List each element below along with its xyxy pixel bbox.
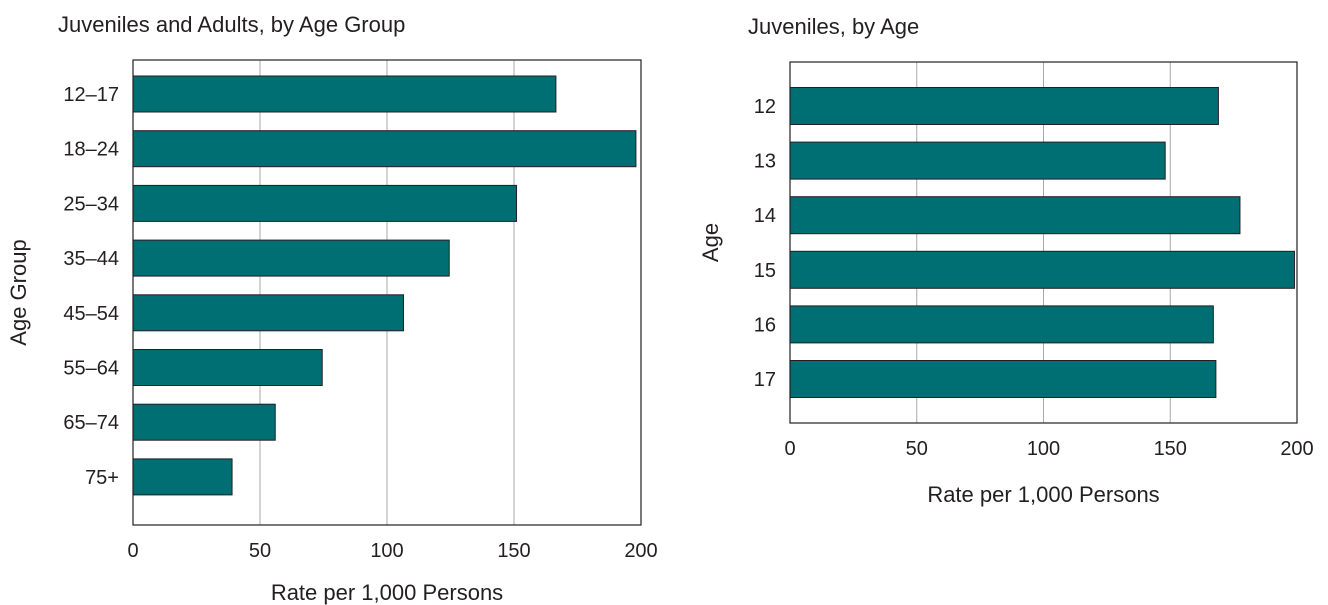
left-plot-frame (132, 59, 642, 526)
right-x-tick-label: 200 (1280, 438, 1313, 460)
left-y-axis-label: Age Group (6, 239, 31, 345)
right-category-label: 16 (754, 314, 776, 336)
left-x-tick-label: 200 (624, 540, 657, 562)
right-category-label: 14 (754, 205, 776, 227)
left-category-label: 12–17 (63, 84, 119, 106)
left-x-axis-label: Rate per 1,000 Persons (271, 580, 503, 605)
right-x-tick-label: 0 (784, 438, 795, 460)
right-bar-13 (789, 141, 1166, 180)
left-category-label: 18–24 (63, 139, 119, 161)
right-chart-title: Juveniles, by Age (748, 14, 920, 39)
left-x-tick-label: 100 (370, 540, 403, 562)
right-bar-12 (789, 87, 1219, 125)
right-category-label: 12 (754, 96, 776, 118)
right-x-axis-label: Rate per 1,000 Persons (927, 482, 1159, 507)
right-bar-16 (789, 305, 1214, 344)
left-bar-45–54 (132, 294, 405, 332)
right-y-axis-label: Age (698, 223, 723, 262)
right-bar-14 (789, 196, 1241, 235)
left-x-tick-label: 50 (249, 540, 271, 562)
left-bar-18–24 (132, 130, 637, 168)
right-x-tick-label: 150 (1154, 438, 1187, 460)
left-category-label: 25–34 (63, 193, 119, 215)
right-bar-17 (789, 360, 1217, 398)
left-bar-25–34 (132, 184, 518, 222)
left-x-tick-label: 0 (127, 540, 138, 562)
left-chart-title: Juveniles and Adults, by Age Group (58, 12, 406, 37)
right-x-tick-label: 50 (906, 438, 928, 460)
left-bar-75+ (132, 458, 233, 496)
left-x-tick-label: 150 (497, 540, 530, 562)
left-category-label: 35–44 (63, 248, 119, 270)
right-category-label: 13 (754, 151, 776, 173)
right-category-label: 15 (754, 260, 776, 282)
right-category-label: 17 (754, 369, 776, 391)
left-category-label: 45–54 (63, 303, 119, 325)
left-category-label: 75+ (85, 467, 119, 489)
right-plot-frame (789, 61, 1298, 424)
left-bar-12–17 (132, 75, 557, 113)
left-bar-35–44 (132, 239, 450, 277)
left-category-label: 65–74 (63, 412, 119, 434)
left-category-label: 55–64 (63, 358, 119, 380)
right-x-tick-label: 100 (1027, 438, 1060, 460)
left-bar-55–64 (132, 349, 323, 386)
left-bar-65–74 (132, 403, 276, 441)
right-bar-15 (789, 250, 1295, 289)
